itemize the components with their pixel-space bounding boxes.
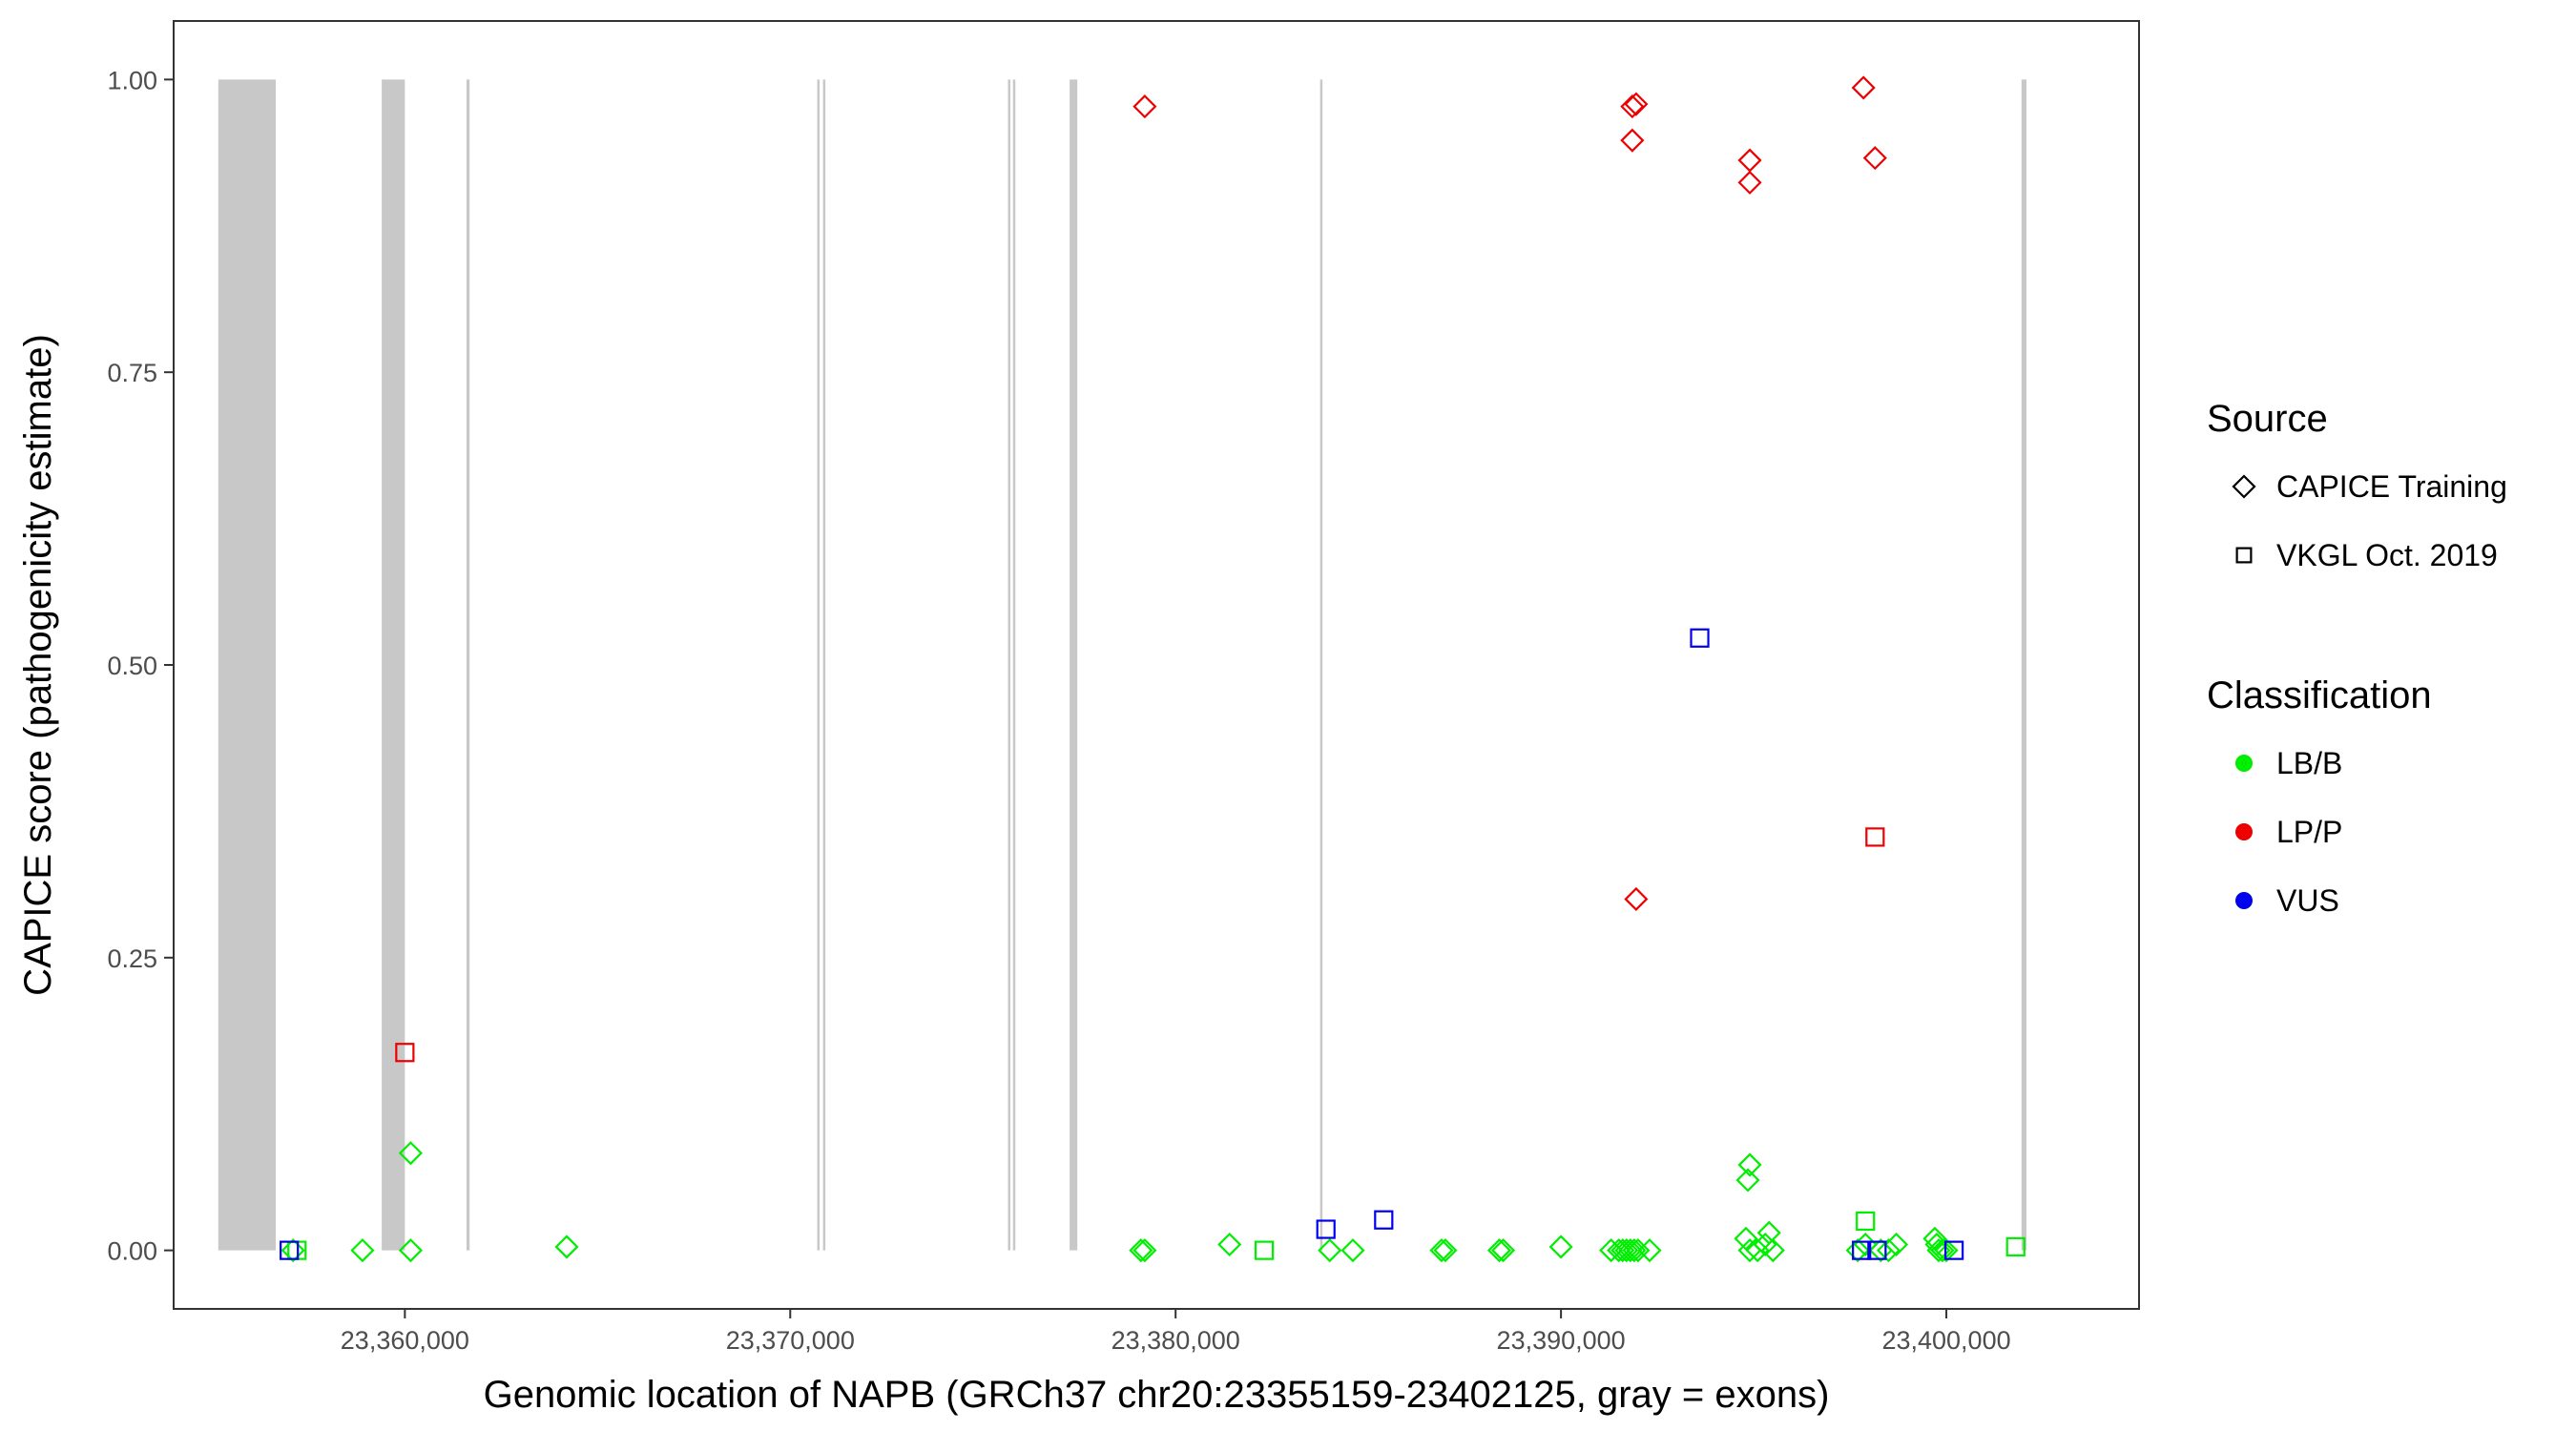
diamond-point xyxy=(1735,1168,1760,1192)
diamond-point xyxy=(1637,1238,1662,1263)
square-point xyxy=(1690,628,1710,648)
y-axis-title: CAPICE score (pathogenicity estimate) xyxy=(17,334,59,996)
diamond-point xyxy=(1132,94,1157,119)
diamond-point xyxy=(1851,75,1876,100)
diamond-point xyxy=(1132,1238,1157,1263)
diamond-point xyxy=(1129,1238,1153,1263)
diamond-point xyxy=(1876,1238,1901,1263)
x-tick-label: 23,370,000 xyxy=(726,1326,855,1355)
legend-label-classification: LP/P xyxy=(2276,815,2342,849)
diamond-point xyxy=(1624,92,1649,116)
exon-band xyxy=(218,79,277,1251)
square-point xyxy=(395,1043,415,1063)
y-tick-label: 0.25 xyxy=(107,944,157,973)
diamond-point xyxy=(1433,1238,1458,1263)
diamond-point xyxy=(398,1141,423,1166)
diamond-point xyxy=(1862,146,1887,171)
diamond-point xyxy=(1620,128,1645,153)
exon-band xyxy=(1319,79,1323,1251)
y-tick-label: 1.00 xyxy=(107,66,157,94)
diamond-point xyxy=(1620,94,1645,119)
data-points xyxy=(280,75,2025,1263)
legend-label-classification: LB/B xyxy=(2276,746,2342,780)
y-axis: 0.00 0.25 0.50 0.75 1.00 xyxy=(107,66,174,1266)
square-point xyxy=(1943,1240,1964,1260)
diamond-point xyxy=(1486,1238,1512,1263)
x-tick-label: 23,380,000 xyxy=(1111,1326,1240,1355)
diamond-point xyxy=(1490,1238,1516,1263)
diamond-point xyxy=(1624,886,1649,912)
diamond-point xyxy=(350,1238,375,1263)
diamond-point xyxy=(1734,1226,1758,1251)
x-tick-label: 23,400,000 xyxy=(1881,1326,2010,1355)
diamond-point xyxy=(1318,1238,1342,1263)
exon-band xyxy=(822,79,826,1251)
diamond-point xyxy=(1429,1238,1454,1263)
diamond-point xyxy=(1883,1232,1909,1257)
diamond-point xyxy=(1760,1238,1785,1263)
diamond-point xyxy=(1845,1238,1870,1263)
exon-bands xyxy=(218,79,2027,1251)
square-point xyxy=(1865,827,1885,847)
diamond-point xyxy=(1930,1238,1955,1263)
exon-band xyxy=(817,79,821,1251)
legend-title-source: Source xyxy=(2207,398,2328,440)
x-axis-title: Genomic location of NAPB (GRCh37 chr20:2… xyxy=(484,1374,1830,1416)
legend-label-source: VKGL Oct. 2019 xyxy=(2276,538,2498,572)
legend-label-classification: VUS xyxy=(2276,883,2339,918)
square-point xyxy=(1254,1240,1275,1260)
y-tick-label: 0.50 xyxy=(107,652,157,680)
diamond-point xyxy=(398,1238,423,1263)
x-tick-label: 23,360,000 xyxy=(341,1326,469,1355)
x-axis: 23,360,000 23,370,000 23,380,000 23,390,000… xyxy=(341,1309,2011,1355)
exon-band xyxy=(2021,79,2027,1251)
diamond-point xyxy=(1217,1232,1242,1257)
diamond-point xyxy=(1934,1238,1959,1263)
square-point xyxy=(1374,1210,1394,1230)
exon-band xyxy=(1012,79,1016,1251)
diamond-point xyxy=(1614,1238,1639,1263)
exon-band xyxy=(1070,79,1078,1251)
diamond-point xyxy=(1340,1238,1365,1263)
diamond-point xyxy=(1737,1152,1762,1177)
legend-title-classification: Classification xyxy=(2207,674,2432,716)
diamond-point xyxy=(1737,170,1762,195)
legend-key-dot xyxy=(2235,823,2253,840)
legend-key-dot xyxy=(2235,892,2253,909)
diamond-point xyxy=(1922,1226,1947,1251)
x-tick-label: 23,390,000 xyxy=(1497,1326,1626,1355)
diamond-point xyxy=(280,1238,305,1263)
square-point xyxy=(1316,1219,1336,1239)
diamond-point xyxy=(1548,1234,1573,1259)
square-legend-key xyxy=(2235,547,2253,564)
exon-band xyxy=(466,79,470,1251)
exon-band xyxy=(382,79,405,1251)
square-point xyxy=(1867,1240,1887,1260)
diamond-point xyxy=(554,1234,579,1259)
square-point xyxy=(2005,1236,2025,1257)
diamond-legend-key xyxy=(2232,474,2256,499)
square-point xyxy=(280,1240,300,1260)
exon-band xyxy=(1008,79,1010,1251)
square-point xyxy=(1856,1211,1876,1232)
diamond-point xyxy=(1618,1238,1643,1263)
square-point xyxy=(1852,1240,1872,1260)
y-tick-label: 0.00 xyxy=(107,1237,157,1266)
legend-label-source: CAPICE Training xyxy=(2276,469,2507,504)
y-tick-label: 0.75 xyxy=(107,359,157,387)
legend: Source Classification CAPICE Training VKG… xyxy=(2207,398,2507,918)
diamond-point xyxy=(1626,1238,1651,1263)
legend-key-dot xyxy=(2235,755,2253,772)
